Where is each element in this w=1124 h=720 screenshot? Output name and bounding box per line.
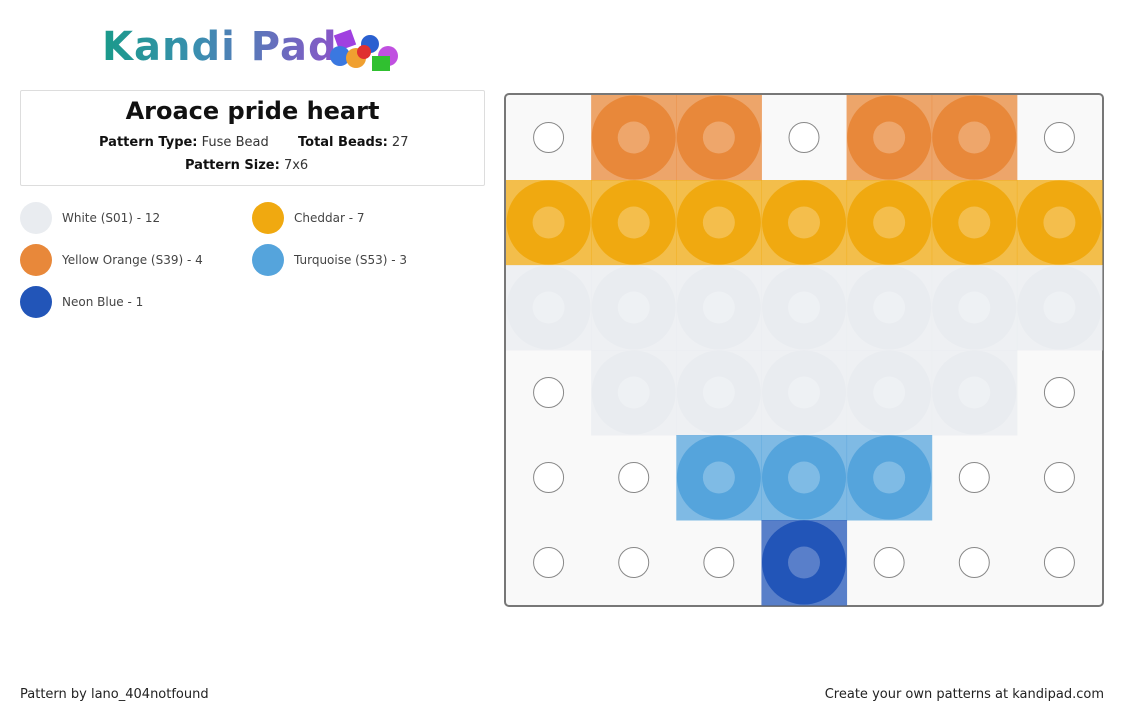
bead-grid [504, 93, 1104, 607]
bead-hole [788, 461, 820, 494]
value: 27 [391, 135, 409, 150]
bead-hole [958, 291, 991, 324]
bead-hole [788, 376, 820, 409]
credit: Pattern by lano_404notfound [20, 687, 209, 702]
empty-peg [1043, 547, 1075, 578]
bead-hole [702, 461, 735, 494]
bead-hole [617, 376, 650, 409]
empty-peg [533, 377, 565, 408]
bead [591, 350, 676, 435]
bead [506, 265, 591, 350]
bead-hole [617, 206, 650, 239]
bead [762, 265, 846, 350]
empty-peg [703, 547, 735, 578]
empty-peg [533, 462, 565, 493]
bead-hole [958, 206, 991, 239]
logo[interactable]: Kandi Pad [102, 24, 338, 70]
label: Pattern Size: [185, 158, 280, 173]
logo-beads [330, 29, 398, 71]
empty-peg [533, 122, 565, 153]
bead-hole [788, 546, 820, 579]
bead [591, 180, 676, 265]
bead [591, 95, 676, 180]
legend-label: Yellow Orange (S39) - 4 [62, 253, 203, 267]
empty-peg [873, 547, 905, 578]
bead-hole [873, 376, 906, 409]
bead [847, 350, 932, 435]
bead [762, 180, 846, 265]
bead [676, 435, 761, 520]
legend-label: Turquoise (S53) - 3 [294, 253, 408, 267]
bead-hole [788, 291, 820, 324]
empty-peg [958, 462, 990, 493]
bead [762, 435, 846, 520]
bead [676, 265, 761, 350]
value: Fuse Bead [201, 135, 269, 150]
bead-hole [702, 121, 735, 154]
bead-hole [873, 206, 906, 239]
legend-swatch [20, 202, 52, 234]
pattern-type: Pattern Type: Fuse Bead [99, 135, 269, 150]
bead [762, 350, 846, 435]
bead [676, 95, 761, 180]
bead [676, 350, 761, 435]
bead-hole [702, 376, 735, 409]
bead [932, 265, 1017, 350]
bead-hole [958, 376, 991, 409]
empty-peg [533, 547, 565, 578]
bead-hole [617, 291, 650, 324]
legend-swatch [252, 202, 284, 234]
empty-peg [1043, 122, 1075, 153]
legend-label: Neon Blue - 1 [62, 295, 144, 309]
legend-label: Cheddar - 7 [294, 211, 365, 225]
bead-hole [702, 206, 735, 239]
bead-hole [958, 121, 991, 154]
bead-hole [873, 291, 906, 324]
bead-hole [532, 206, 565, 239]
bead [847, 435, 932, 520]
promo[interactable]: Create your own patterns at kandipad.com [824, 687, 1104, 702]
value: 7x6 [283, 158, 309, 173]
label: Pattern Type: [99, 135, 198, 150]
info-box: Aroace pride heart Pattern Type: Fuse Be… [20, 90, 485, 186]
empty-peg [618, 462, 650, 493]
bead [762, 520, 846, 605]
legend-swatch [252, 244, 284, 276]
total-beads: Total Beads: 27 [298, 135, 408, 150]
bead [1017, 180, 1102, 265]
empty-peg [618, 547, 650, 578]
bead-hole [873, 121, 906, 154]
bead [932, 350, 1017, 435]
empty-peg [1043, 462, 1075, 493]
empty-peg [958, 547, 990, 578]
bead-hole [1043, 206, 1076, 239]
bead [847, 265, 932, 350]
legend-swatch [20, 286, 52, 318]
bead [932, 95, 1017, 180]
title: Aroace pride heart [125, 97, 380, 125]
bead-hole [873, 461, 906, 494]
bead [676, 180, 761, 265]
bead-hole [702, 291, 735, 324]
bead [847, 95, 932, 180]
bead-hole [617, 121, 650, 154]
legend-swatch [20, 244, 52, 276]
bead-hole [788, 206, 820, 239]
legend-label: White (S01) - 12 [62, 211, 161, 225]
bead-hole [1043, 291, 1076, 324]
pattern-size: Pattern Size: 7x6 [185, 158, 308, 173]
bead [1017, 265, 1102, 350]
bead-hole [532, 291, 565, 324]
empty-peg [788, 122, 820, 153]
label: Total Beads: [298, 135, 388, 150]
bead [847, 180, 932, 265]
bead [932, 180, 1017, 265]
bead [591, 265, 676, 350]
empty-peg [1043, 377, 1075, 408]
bead [506, 180, 591, 265]
